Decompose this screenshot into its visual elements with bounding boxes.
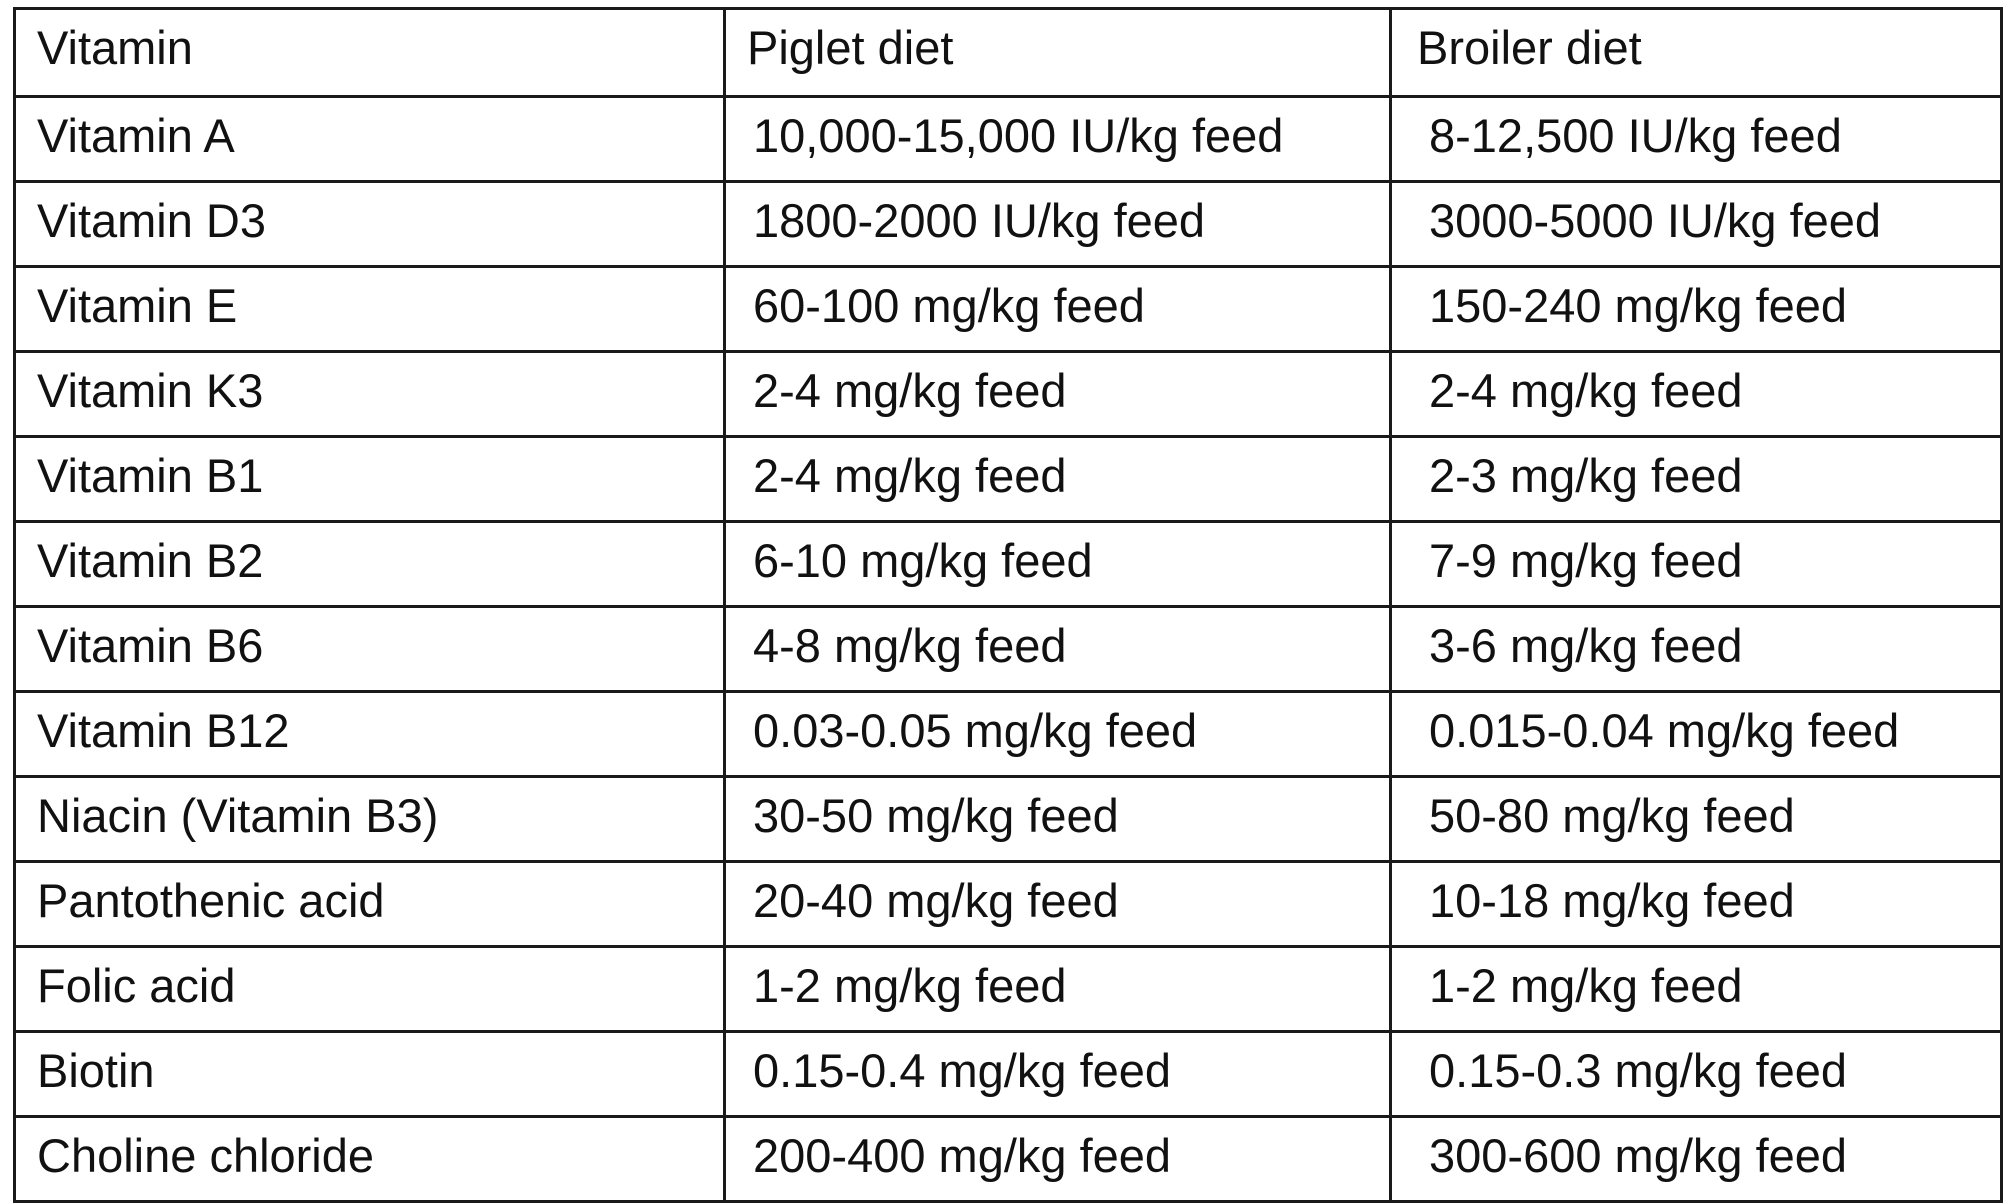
table-row: Vitamin B1 2-4 mg/kg feed 2-3 mg/kg feed [13, 435, 2003, 523]
piglet-diet-cell: 60-100 mg/kg feed [723, 265, 1392, 353]
piglet-diet-cell: 1800-2000 IU/kg feed [723, 180, 1392, 268]
piglet-diet-cell: 2-4 mg/kg feed [723, 435, 1392, 523]
table-row: Vitamin B12 0.03-0.05 mg/kg feed 0.015-0.0… [13, 690, 2003, 778]
table-row: Vitamin D3 1800-2000 IU/kg feed 3000-5000 … [13, 180, 2003, 268]
vitamin-name-cell: Vitamin D3 [13, 180, 726, 268]
broiler-diet-cell: 2-4 mg/kg feed [1389, 350, 2003, 438]
vitamin-name-cell: Vitamin B1 [13, 435, 726, 523]
piglet-diet-cell: 20-40 mg/kg feed [723, 860, 1392, 948]
header-vitamin: Vitamin [13, 7, 726, 98]
broiler-diet-cell: 150-240 mg/kg feed [1389, 265, 2003, 353]
vitamin-name-cell: Vitamin E [13, 265, 726, 353]
vitamin-name-cell: Folic acid [13, 945, 726, 1033]
vitamin-name-cell: Pantothenic acid [13, 860, 726, 948]
header-broiler-diet: Broiler diet [1389, 7, 2003, 98]
piglet-diet-cell: 0.03-0.05 mg/kg feed [723, 690, 1392, 778]
piglet-diet-cell: 2-4 mg/kg feed [723, 350, 1392, 438]
broiler-diet-cell: 0.15-0.3 mg/kg feed [1389, 1030, 2003, 1118]
table-row: Vitamin E 60-100 mg/kg feed 150-240 mg/kg … [13, 265, 2003, 353]
table-row: Biotin 0.15-0.4 mg/kg feed 0.15-0.3 mg/kg … [13, 1030, 2003, 1118]
table-row: Vitamin A 10,000-15,000 IU/kg feed 8-12,50… [13, 95, 2003, 183]
vitamin-name-cell: Vitamin A [13, 95, 726, 183]
table-row: Choline chloride 200-400 mg/kg feed 300-60… [13, 1115, 2003, 1203]
table-row: Pantothenic acid 20-40 mg/kg feed 10-18 mg… [13, 860, 2003, 948]
header-piglet-diet: Piglet diet [723, 7, 1392, 98]
vitamin-name-cell: Vitamin B2 [13, 520, 726, 608]
broiler-diet-cell: 8-12,500 IU/kg feed [1389, 95, 2003, 183]
broiler-diet-cell: 1-2 mg/kg feed [1389, 945, 2003, 1033]
vitamin-name-cell: Niacin (Vitamin B3) [13, 775, 726, 863]
vitamin-name-cell: Vitamin B12 [13, 690, 726, 778]
broiler-diet-cell: 2-3 mg/kg feed [1389, 435, 2003, 523]
table-header-row: Vitamin Piglet diet Broiler diet [13, 7, 2003, 98]
vitamin-table: Vitamin Piglet diet Broiler diet Vitamin… [13, 7, 2003, 1203]
piglet-diet-cell: 6-10 mg/kg feed [723, 520, 1392, 608]
broiler-diet-cell: 50-80 mg/kg feed [1389, 775, 2003, 863]
broiler-diet-cell: 3-6 mg/kg feed [1389, 605, 2003, 693]
broiler-diet-cell: 300-600 mg/kg feed [1389, 1115, 2003, 1203]
table-row: Niacin (Vitamin B3) 30-50 mg/kg feed 50-80… [13, 775, 2003, 863]
piglet-diet-cell: 0.15-0.4 mg/kg feed [723, 1030, 1392, 1118]
table-row: Vitamin K3 2-4 mg/kg feed 2-4 mg/kg feed [13, 350, 2003, 438]
table-body: Vitamin Piglet diet Broiler diet Vitamin… [13, 7, 2003, 1203]
vitamin-name-cell: Vitamin K3 [13, 350, 726, 438]
vitamin-name-cell: Biotin [13, 1030, 726, 1118]
table-row: Folic acid 1-2 mg/kg feed 1-2 mg/kg feed [13, 945, 2003, 1033]
table-row: Vitamin B6 4-8 mg/kg feed 3-6 mg/kg feed [13, 605, 2003, 693]
broiler-diet-cell: 3000-5000 IU/kg feed [1389, 180, 2003, 268]
piglet-diet-cell: 4-8 mg/kg feed [723, 605, 1392, 693]
vitamin-name-cell: Choline chloride [13, 1115, 726, 1203]
broiler-diet-cell: 7-9 mg/kg feed [1389, 520, 2003, 608]
piglet-diet-cell: 30-50 mg/kg feed [723, 775, 1392, 863]
piglet-diet-cell: 10,000-15,000 IU/kg feed [723, 95, 1392, 183]
broiler-diet-cell: 0.015-0.04 mg/kg feed [1389, 690, 2003, 778]
table-row: Vitamin B2 6-10 mg/kg feed 7-9 mg/kg feed [13, 520, 2003, 608]
piglet-diet-cell: 1-2 mg/kg feed [723, 945, 1392, 1033]
piglet-diet-cell: 200-400 mg/kg feed [723, 1115, 1392, 1203]
vitamin-name-cell: Vitamin B6 [13, 605, 726, 693]
broiler-diet-cell: 10-18 mg/kg feed [1389, 860, 2003, 948]
